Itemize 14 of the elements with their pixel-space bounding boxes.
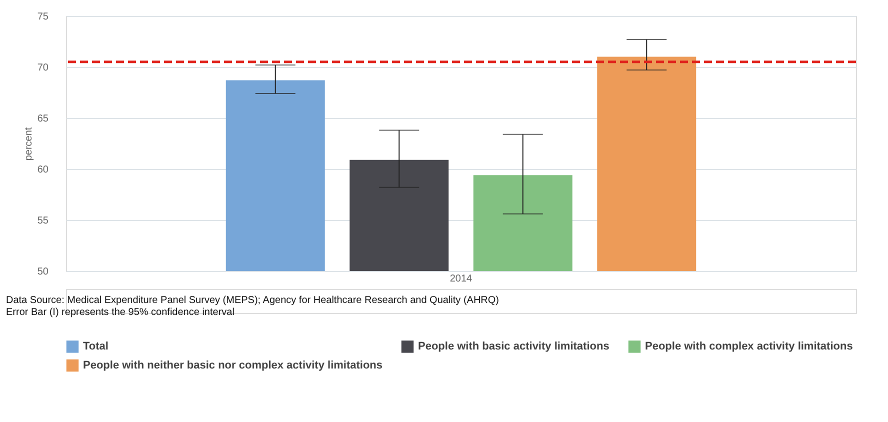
source-note: Data Source: Medical Expenditure Panel Survey (MEPS); Agency for Healthcare Research and Quality (AHRQ) [6, 295, 499, 306]
y-axis-title: percent [23, 127, 34, 161]
text: Error Bar (I) represents the 95% confidence interval [6, 307, 234, 318]
y-tick-label: 55 [37, 216, 49, 226]
y-tick-label: 60 [37, 164, 49, 176]
y-tick-label: 65 [37, 114, 49, 124]
y-tick-label: 70 [37, 62, 49, 74]
x-tick-label: 2014 [450, 274, 473, 284]
legend-label: People with neither basic nor complex activity limitations [83, 360, 383, 372]
legend-label: Total [83, 340, 108, 353]
y-tick-label: 50 [37, 266, 49, 278]
y-tick-label: 75 [37, 12, 49, 22]
legend-label: People with basic activity limitations [418, 340, 610, 353]
legend-label: People with complex activity limitations [645, 340, 853, 353]
